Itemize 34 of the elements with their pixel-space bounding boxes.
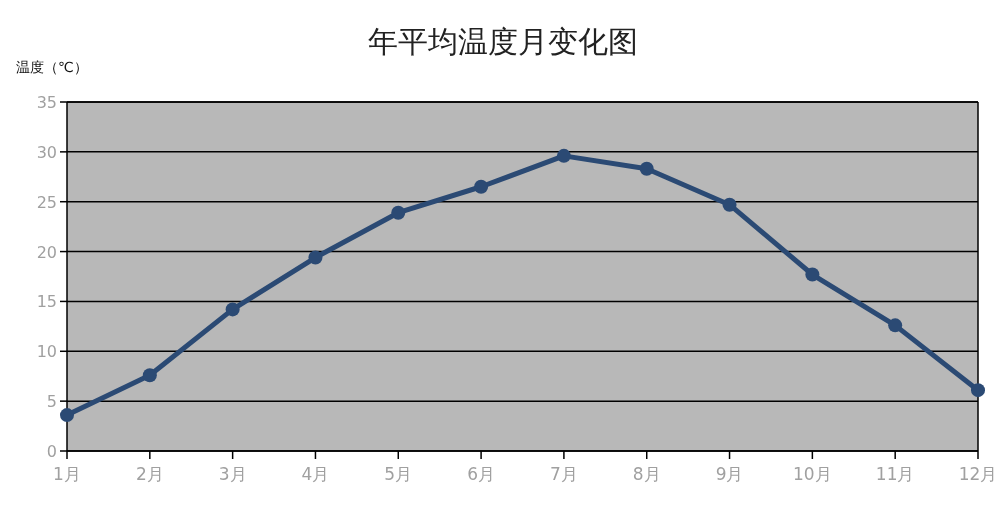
point xyxy=(308,250,323,265)
point xyxy=(722,197,737,212)
x-tick-label: 2月 xyxy=(135,464,164,484)
x-tick-label: 8月 xyxy=(632,464,661,484)
x-tick-label: 12月 xyxy=(958,464,998,484)
y-tick-label: 20 xyxy=(36,242,57,262)
point xyxy=(888,318,903,333)
x-tick-label: 10月 xyxy=(793,464,832,484)
point xyxy=(474,179,489,194)
point xyxy=(805,267,820,282)
x-tick-label: 6月 xyxy=(467,464,495,484)
y-tick-label: 15 xyxy=(36,292,57,312)
x-tick-label: 11月 xyxy=(875,464,915,484)
x-tick-label: 1月 xyxy=(53,464,81,484)
y-tick-label: 5 xyxy=(46,392,57,412)
chart-title: 年平均温度月变化图 xyxy=(368,24,638,59)
y-tick-label: 10 xyxy=(36,342,57,362)
y-tick-label: 30 xyxy=(36,142,57,162)
y-axis-title: 温度（℃） xyxy=(16,59,88,75)
y-tick-label: 35 xyxy=(36,93,57,112)
x-tick-label: 9月 xyxy=(715,464,744,484)
x-tick-label: 7月 xyxy=(550,464,578,484)
point xyxy=(556,148,571,163)
x-tick-label: 3月 xyxy=(218,464,247,484)
point xyxy=(639,161,654,176)
point xyxy=(142,368,157,383)
point xyxy=(391,205,406,220)
y-tick-label: 0 xyxy=(46,442,57,461)
y-tick-label: 25 xyxy=(36,192,57,212)
x-tick-label: 4月 xyxy=(301,464,330,484)
x-tick-label: 5月 xyxy=(384,464,413,484)
point xyxy=(60,408,74,423)
point xyxy=(225,302,240,317)
point xyxy=(971,383,985,398)
